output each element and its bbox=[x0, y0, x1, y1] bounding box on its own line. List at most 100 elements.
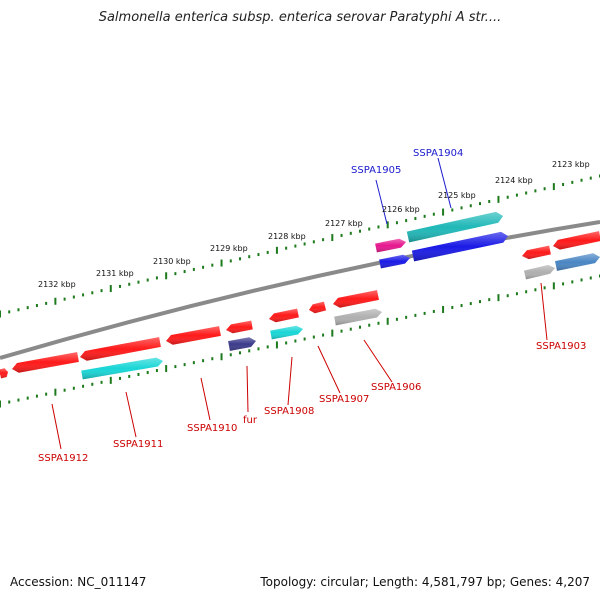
gene-label[interactable]: SSPA1906 bbox=[371, 382, 421, 393]
upper-minor-tick bbox=[248, 255, 251, 259]
upper-minor-tick bbox=[479, 202, 481, 206]
scale-label: 2125 kbp bbox=[438, 191, 476, 200]
gene-label[interactable]: SSPA1907 bbox=[319, 394, 369, 405]
upper-minor-tick bbox=[45, 301, 48, 305]
lower-major-tick bbox=[331, 329, 334, 337]
gene-arrow[interactable] bbox=[333, 290, 379, 308]
upper-minor-tick bbox=[543, 187, 546, 191]
gene-arrow[interactable] bbox=[80, 337, 161, 361]
gene-arrow[interactable] bbox=[166, 326, 221, 345]
lower-minor-tick bbox=[460, 304, 463, 308]
upper-minor-tick bbox=[368, 227, 371, 231]
upper-minor-tick bbox=[395, 221, 398, 225]
lower-major-tick bbox=[0, 400, 1, 408]
accession-text: Accession: NC_011147 bbox=[10, 575, 147, 589]
lower-minor-tick bbox=[63, 388, 66, 392]
lower-minor-tick bbox=[515, 292, 518, 296]
upper-minor-tick bbox=[266, 250, 269, 254]
lower-major-tick bbox=[497, 294, 500, 302]
upper-minor-tick bbox=[312, 240, 315, 244]
gene-arrow[interactable] bbox=[269, 308, 299, 323]
gene-features[interactable] bbox=[0, 211, 600, 380]
lower-minor-tick bbox=[368, 323, 371, 327]
upper-minor-tick bbox=[174, 272, 177, 276]
gene-arrow[interactable] bbox=[228, 337, 256, 351]
lower-minor-tick bbox=[183, 363, 186, 367]
upper-major-tick bbox=[497, 195, 500, 203]
upper-minor-tick bbox=[192, 267, 195, 271]
lower-minor-tick bbox=[248, 349, 251, 353]
genome-backbone bbox=[0, 220, 600, 360]
lower-major-tick bbox=[165, 365, 168, 373]
upper-minor-tick bbox=[340, 233, 343, 237]
gene-label[interactable]: SSPA1905 bbox=[351, 165, 401, 176]
lower-minor-tick bbox=[35, 394, 38, 398]
gene-arrow[interactable] bbox=[12, 352, 79, 373]
gene-arrow[interactable] bbox=[522, 245, 551, 260]
upper-minor-tick bbox=[91, 291, 94, 295]
scale-label: 2124 kbp bbox=[495, 176, 533, 185]
gene-label[interactable]: SSPA1903 bbox=[536, 341, 586, 352]
gene-label[interactable]: SSPA1910 bbox=[187, 423, 237, 434]
lower-minor-tick bbox=[506, 294, 509, 298]
upper-minor-tick bbox=[460, 206, 463, 210]
upper-minor-tick bbox=[239, 257, 241, 261]
gene-arrow[interactable] bbox=[379, 254, 410, 269]
backbone-line bbox=[0, 220, 600, 360]
lower-major-tick bbox=[109, 376, 112, 384]
upper-major-tick bbox=[386, 221, 389, 229]
lower-minor-tick bbox=[211, 357, 214, 361]
lower-minor-tick bbox=[534, 288, 537, 292]
lower-minor-tick bbox=[45, 392, 48, 396]
upper-minor-tick bbox=[63, 297, 66, 301]
gene-label[interactable]: SSPA1904 bbox=[413, 148, 463, 159]
scale-label: 2132 kbp bbox=[38, 280, 76, 289]
gene-arrow[interactable] bbox=[555, 253, 600, 271]
upper-minor-tick bbox=[146, 278, 149, 282]
lower-major-tick bbox=[275, 341, 278, 349]
lower-minor-tick bbox=[155, 369, 158, 373]
lower-minor-tick bbox=[239, 351, 241, 355]
gene-label[interactable]: fur bbox=[243, 415, 258, 426]
gene-labels[interactable]: SSPA1905 SSPA1904 SSPA1903 SSPA1906SSPA1907… bbox=[38, 148, 586, 464]
gene-label[interactable]: SSPA1908 bbox=[264, 406, 314, 417]
lower-minor-tick bbox=[488, 298, 491, 302]
lower-major-tick bbox=[54, 388, 57, 396]
lower-minor-tick bbox=[432, 309, 435, 313]
gene-arrow[interactable] bbox=[524, 265, 555, 280]
gene-arrow[interactable] bbox=[411, 231, 508, 262]
gene-arrow[interactable] bbox=[553, 231, 600, 250]
upper-minor-tick bbox=[155, 276, 158, 280]
gene-arrow[interactable] bbox=[334, 308, 382, 326]
gene-label[interactable]: SSPA1911 bbox=[113, 439, 163, 450]
upper-minor-tick bbox=[506, 195, 509, 199]
gene-arrow[interactable] bbox=[226, 320, 253, 334]
label-leader-line bbox=[287, 356, 293, 406]
label-leaders bbox=[51, 157, 548, 450]
map-title: Salmonella enterica subsp. enterica sero… bbox=[98, 10, 502, 25]
upper-minor-tick bbox=[8, 310, 11, 314]
gene-label[interactable]: SSPA1912 bbox=[38, 453, 88, 464]
gene-arrow[interactable] bbox=[270, 325, 303, 340]
lower-minor-tick bbox=[349, 327, 352, 331]
upper-minor-tick bbox=[183, 270, 186, 274]
upper-minor-tick bbox=[405, 219, 408, 223]
upper-minor-tick bbox=[322, 238, 325, 242]
lower-minor-tick bbox=[137, 372, 140, 376]
gene-arrow[interactable] bbox=[0, 368, 8, 379]
upper-minor-tick bbox=[534, 189, 537, 193]
gene-arrow[interactable] bbox=[375, 238, 406, 253]
scale-label: 2130 kbp bbox=[153, 257, 191, 266]
upper-minor-tick bbox=[432, 212, 435, 216]
gene-arrow[interactable] bbox=[81, 357, 163, 380]
gene-arrow[interactable] bbox=[406, 211, 503, 243]
lower-minor-tick bbox=[285, 341, 288, 345]
lower-minor-tick bbox=[202, 359, 205, 363]
upper-minor-tick bbox=[589, 176, 592, 180]
gene-arrow[interactable] bbox=[309, 301, 327, 314]
lower-minor-tick bbox=[405, 315, 408, 319]
upper-minor-tick bbox=[72, 295, 75, 299]
upper-minor-tick bbox=[100, 289, 103, 293]
upper-minor-tick bbox=[349, 231, 352, 235]
